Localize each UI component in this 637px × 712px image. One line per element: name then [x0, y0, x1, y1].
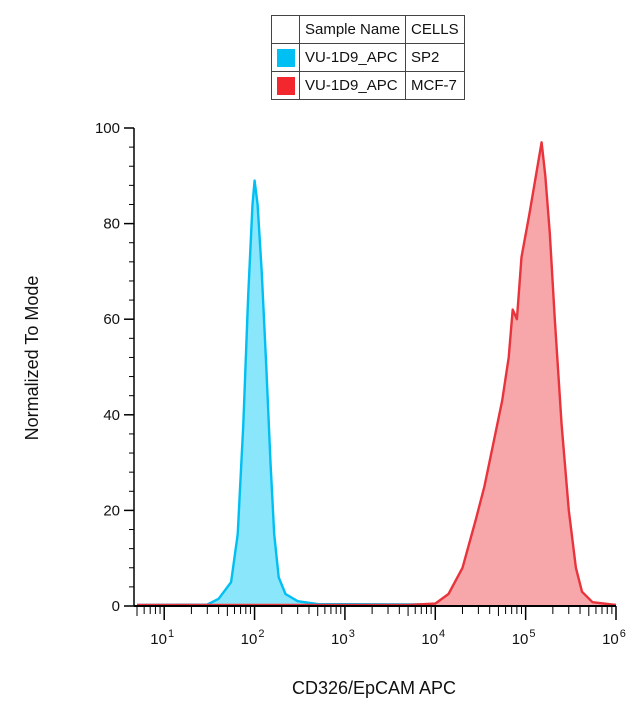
x-tick-label: 103 — [331, 628, 355, 648]
x-tick-label: 104 — [421, 628, 445, 648]
series-line-1 — [137, 141, 617, 607]
x-tick-label: 105 — [512, 628, 536, 648]
y-tick-label: 80 — [103, 216, 120, 233]
series-fill-0 — [137, 180, 616, 606]
legend-cells-name: MCF-7 — [405, 71, 465, 100]
x-axis-title: CD326/EpCAM APC — [292, 678, 456, 698]
x-tick-label: 102 — [241, 628, 265, 648]
series-layer — [136, 141, 617, 607]
legend-swatch-sp2 — [276, 48, 295, 67]
y-tick-label: 0 — [112, 598, 120, 615]
legend-table: Sample Name CELLS VU-1D9_APC SP2 VU-1D9_… — [271, 15, 465, 100]
x-tick-label: 101 — [150, 628, 174, 648]
legend-swatch-mcf7 — [276, 76, 295, 95]
y-tick-label: 40 — [103, 407, 120, 424]
legend-swatch-cell — [271, 71, 300, 100]
legend-sample-name: VU-1D9_APC — [298, 43, 407, 72]
legend-row-mcf7: VU-1D9_APC MCF-7 — [271, 71, 465, 100]
y-tick-label: 60 — [103, 311, 120, 328]
axes-layer: 0 20 40 60 80 100 101 102 103 104 105 106 — [95, 120, 626, 648]
series-fill-1 — [137, 142, 616, 607]
y-tick-label: 20 — [103, 502, 120, 519]
y-axis-title: Normalized To Mode — [22, 276, 42, 441]
x-tick-label: 106 — [602, 628, 626, 648]
legend-cells-name: SP2 — [405, 43, 465, 72]
legend-sample-name: VU-1D9_APC — [298, 71, 407, 100]
legend-row-sp2: VU-1D9_APC SP2 — [271, 43, 465, 72]
series-line-0 — [136, 179, 617, 607]
legend-swatch-cell — [271, 43, 300, 72]
y-tick-label: 100 — [95, 120, 120, 137]
